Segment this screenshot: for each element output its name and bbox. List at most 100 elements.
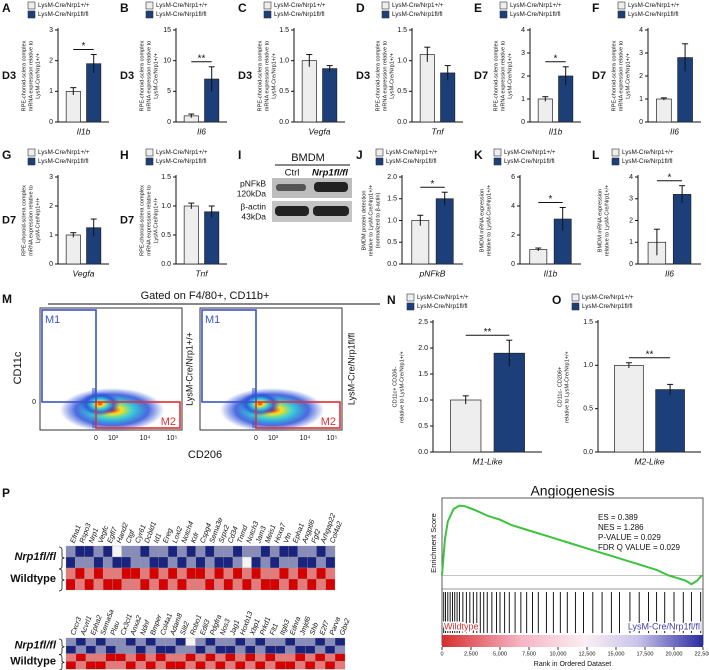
heatmap-cell bbox=[135, 645, 146, 654]
legend-label: LysM-Cre/Nrp1fl/fl bbox=[38, 158, 89, 165]
heatmap-cell bbox=[112, 545, 122, 558]
heatmap-cell bbox=[304, 645, 316, 654]
legend-label: LysM-Cre/Nrp1fl/fl bbox=[582, 303, 633, 310]
panel-letter: B bbox=[120, 1, 129, 15]
legend-swatch bbox=[493, 157, 502, 166]
gate-label: M2 bbox=[161, 416, 176, 428]
heatmap-cell bbox=[269, 567, 280, 580]
y-axis-label: LysM-Cre/Nrp1+/+ bbox=[271, 53, 277, 99]
band-size: 120kDa bbox=[237, 188, 267, 198]
legend-label: LysM-Cre/Nrp1+/+ bbox=[622, 149, 674, 156]
heatmap-cell bbox=[85, 661, 97, 670]
x-axis-label: Rank in Ordered Dataset bbox=[534, 661, 611, 668]
legend-label: LysM-Cre/Nrp1+/+ bbox=[504, 149, 556, 156]
flow-xtick: 0 bbox=[254, 435, 258, 442]
significance: * bbox=[431, 179, 435, 190]
legend-swatch bbox=[263, 1, 272, 10]
annotation: P-VALUE = 0.029 bbox=[598, 533, 661, 542]
heatmap-cell bbox=[175, 645, 186, 654]
band-name: β-actin bbox=[240, 201, 266, 211]
significance: * bbox=[554, 53, 558, 64]
heatmap-cell bbox=[115, 661, 126, 670]
heatmap-cell bbox=[65, 661, 77, 670]
legend-swatch bbox=[406, 302, 415, 311]
heatmap-cell bbox=[265, 661, 276, 670]
heatmap-cell bbox=[235, 661, 246, 670]
y-axis-label: CD11c- CD206+ bbox=[557, 367, 563, 408]
legend-label: LysM-Cre/Nrp1+/+ bbox=[38, 2, 90, 9]
heatmap-cell bbox=[279, 545, 289, 558]
y-axis-label: mRNA expression relative to bbox=[382, 41, 388, 112]
heatmap-cell bbox=[85, 637, 97, 646]
heatmap-cell bbox=[140, 556, 150, 569]
y-tick-label: 0.0 bbox=[583, 449, 593, 456]
heatmap-cell bbox=[223, 545, 234, 558]
flow-density bbox=[80, 392, 120, 416]
heatmap-cell bbox=[204, 545, 215, 558]
heatmap-cell bbox=[145, 645, 156, 654]
blot-panel: I BMDM Ctrl Nrp1fl/fl pNFkB 120kDa β-act… bbox=[237, 148, 352, 222]
heatmap-cell bbox=[251, 567, 261, 580]
legend-swatch bbox=[145, 157, 154, 166]
legend-label: LysM-Cre/Nrp1+/+ bbox=[582, 294, 634, 301]
heatmap-cell bbox=[316, 567, 326, 580]
bar bbox=[204, 211, 220, 265]
heatmap-cell bbox=[314, 653, 326, 662]
heatmap-cell bbox=[140, 578, 150, 591]
heatmap-cell bbox=[269, 545, 280, 558]
legend-label: LysM-Cre/Nrp1+/+ bbox=[392, 2, 444, 9]
band-name: pNFkB bbox=[240, 178, 266, 188]
heatmap-cell bbox=[255, 653, 266, 662]
heatmap-cell bbox=[288, 578, 299, 591]
heatmap-cell bbox=[214, 556, 224, 569]
heatmap-cell bbox=[121, 545, 132, 558]
heatmap-cell bbox=[204, 567, 215, 580]
heatmap-cell bbox=[242, 567, 252, 580]
y-tick-label: 5 bbox=[167, 88, 171, 95]
heatmap-cell bbox=[149, 556, 159, 569]
lane-label: Nrp1fl/fl bbox=[312, 168, 348, 179]
chart-title: Angiogenesis bbox=[530, 483, 614, 499]
gate-m2 bbox=[255, 401, 341, 429]
group-label: Wildtype bbox=[444, 621, 479, 631]
y-axis-label: mRNA expression relative to bbox=[264, 41, 270, 112]
y-tick-label: 2 bbox=[639, 73, 643, 80]
heatmap-cell bbox=[325, 556, 336, 569]
y-tick-label: 2.0 bbox=[418, 345, 428, 352]
x-tick-label: 22,500 bbox=[694, 651, 709, 657]
heatmap-cell bbox=[269, 578, 280, 591]
bar bbox=[672, 194, 692, 265]
y-axis-label: mRNA expression relative to bbox=[500, 41, 506, 112]
heatmap-cell bbox=[195, 567, 206, 580]
flow-xlabel: CD206 bbox=[188, 449, 222, 461]
heatmap-cell bbox=[307, 556, 317, 569]
legend-label: LysM-Cre/Nrp1fl/fl bbox=[386, 158, 437, 165]
gene-label: Flt1 bbox=[267, 622, 280, 636]
heatmap-cell bbox=[325, 567, 336, 580]
heatmap-cell bbox=[324, 645, 336, 654]
y-tick-label: 0 bbox=[629, 261, 633, 268]
heatmap-cell bbox=[260, 556, 271, 569]
x-axis-label: Tnf bbox=[431, 126, 445, 136]
heatmap-cell bbox=[102, 545, 113, 558]
heatmap-cell bbox=[265, 653, 276, 662]
heatmap-cell bbox=[260, 567, 271, 580]
heatmap-cell bbox=[177, 567, 187, 580]
bar bbox=[529, 249, 548, 265]
heatmap-cell bbox=[205, 637, 216, 646]
heatmap-cell bbox=[145, 637, 156, 646]
panel-letter: A bbox=[2, 1, 11, 15]
timepoint: D3 bbox=[238, 70, 252, 82]
heatmap-cell bbox=[245, 645, 256, 654]
legend-label: LysM-Cre/Nrp1+/+ bbox=[510, 2, 562, 9]
blot-title: BMDM bbox=[291, 152, 325, 164]
heatmap-cell bbox=[245, 653, 256, 662]
heatmap-cell bbox=[255, 645, 266, 654]
timepoint: D7 bbox=[2, 214, 16, 226]
heatmap-cell bbox=[275, 637, 286, 646]
significance: ** bbox=[198, 53, 206, 64]
sample-label: LysM-Cre/Nrp1+/+ bbox=[184, 332, 194, 406]
y-axis-label: BMDM mRNA expression bbox=[597, 189, 603, 252]
y-axis-label: relative to LysM-Cre/Nrp1+/+ bbox=[368, 185, 374, 257]
heatmap-cell bbox=[167, 545, 178, 558]
